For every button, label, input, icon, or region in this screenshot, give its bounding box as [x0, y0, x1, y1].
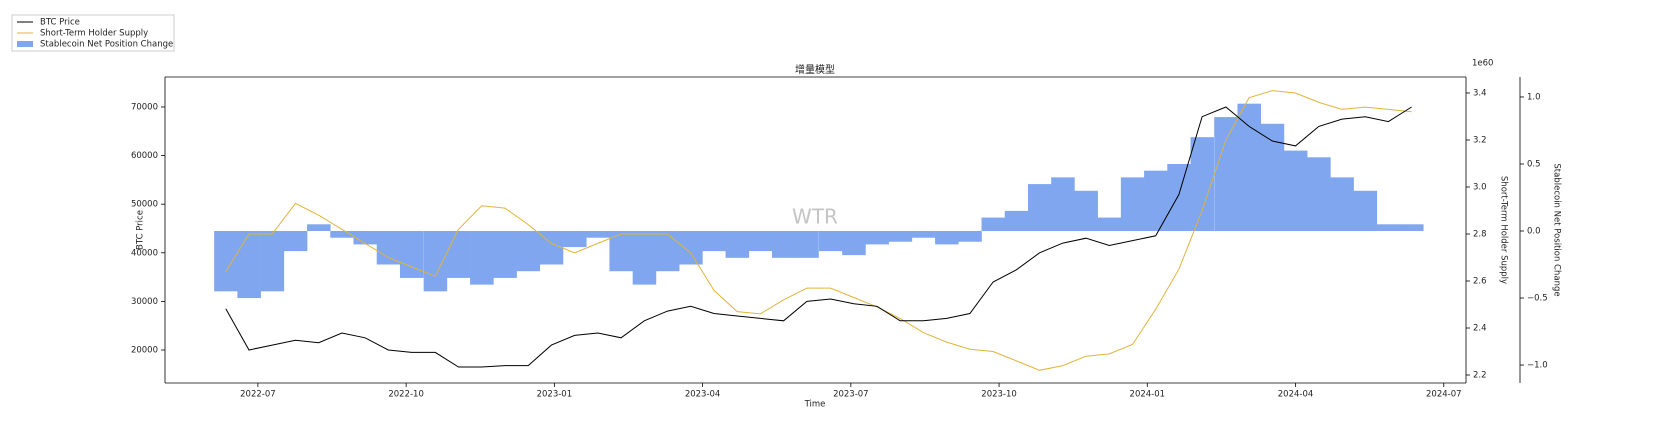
bar [1376, 224, 1401, 232]
legend-label: Short-Term Holder Supply [40, 29, 148, 39]
bar [772, 231, 796, 258]
y-axis-label: BTC Price [136, 210, 146, 250]
bar [725, 231, 750, 258]
bar [679, 231, 703, 265]
x-tick-label: 2023-01 [537, 390, 573, 400]
y2-offset-label: 1e60 [1472, 59, 1493, 69]
bar [1051, 177, 1075, 232]
legend-label: BTC Price [40, 18, 80, 28]
y-tick-label: 40000 [131, 248, 158, 258]
y2-tick-label: 3.4 [1473, 88, 1487, 98]
bar [1400, 224, 1424, 232]
chart-title: 增量模型 [795, 63, 835, 76]
bar [1120, 177, 1145, 232]
bar [1283, 150, 1308, 232]
bar [353, 231, 378, 245]
bar [307, 224, 331, 232]
bar [981, 217, 1006, 232]
y3-tick-label: 0.0 [1527, 227, 1541, 237]
bar [1144, 170, 1168, 232]
bar [214, 231, 238, 292]
bar [935, 231, 959, 245]
bar [423, 231, 448, 292]
y-tick-label: 70000 [131, 102, 158, 112]
bar [237, 231, 261, 299]
bar [539, 231, 564, 265]
bar [470, 231, 494, 285]
bar [1027, 184, 1052, 232]
bar [865, 231, 889, 245]
x-tick-label: 2024-04 [1278, 390, 1314, 400]
bar [609, 231, 633, 272]
y2-tick-label: 3.0 [1473, 182, 1487, 192]
x-tick-label: 2022-10 [388, 390, 424, 400]
bar [911, 231, 936, 238]
bar [748, 231, 773, 252]
bar [376, 231, 401, 265]
y3-tick-label: −1.0 [1527, 361, 1548, 371]
y2-tick-label: 2.2 [1473, 371, 1487, 381]
legend-swatch [17, 41, 33, 47]
bar [1307, 157, 1331, 232]
bar [1097, 217, 1122, 232]
bar [260, 231, 285, 292]
bar [1004, 210, 1029, 232]
y-tick-label: 30000 [131, 297, 158, 307]
x-tick-label: 2024-01 [1130, 390, 1166, 400]
x-tick-label: 2023-04 [685, 390, 721, 400]
bar [1074, 190, 1098, 232]
y2-tick-label: 2.8 [1473, 229, 1487, 239]
bar [655, 231, 680, 272]
x-axis-label: Time [804, 400, 826, 410]
y-tick-label: 20000 [131, 345, 158, 355]
bar [516, 231, 541, 272]
bar [795, 231, 819, 258]
bar [1190, 137, 1215, 232]
bar [818, 231, 843, 252]
bar [958, 231, 982, 242]
y3-axis-label: Stablecoin Net Position Change [1552, 163, 1562, 296]
y3-tick-label: 1.0 [1527, 92, 1541, 102]
bar [632, 231, 657, 285]
x-tick-label: 2023-07 [833, 390, 869, 400]
y3-tick-label: −0.5 [1527, 294, 1548, 304]
bar [399, 231, 424, 278]
bar [563, 231, 587, 248]
bar [586, 231, 610, 238]
line [225, 90, 1412, 371]
bar [702, 231, 726, 252]
bar [1260, 123, 1285, 232]
y2-tick-label: 3.2 [1473, 135, 1487, 145]
bar [493, 231, 517, 278]
bar [446, 231, 471, 278]
y2-tick-label: 2.6 [1473, 277, 1487, 287]
y2-tick-label: 2.4 [1473, 324, 1487, 334]
x-tick-label: 2023-10 [981, 390, 1017, 400]
bar [842, 231, 866, 256]
bar [283, 231, 308, 252]
bar [1214, 117, 1238, 232]
legend-label: Stablecoin Net Position Change [40, 40, 173, 50]
y2-axis-label: Short-Term Holder Supply [1499, 176, 1509, 284]
legend-box [11, 14, 175, 52]
y-tick-label: 50000 [131, 200, 158, 210]
bar [1167, 163, 1191, 232]
y-tick-label: 60000 [131, 151, 158, 161]
bar [1330, 177, 1354, 232]
line [225, 106, 1412, 368]
bar [888, 231, 913, 242]
x-tick-label: 2022-07 [240, 390, 276, 400]
y3-tick-label: 0.5 [1527, 159, 1541, 169]
bar [1353, 190, 1378, 232]
watermark: WTR [792, 205, 838, 229]
bar [330, 231, 354, 238]
bar [1237, 103, 1261, 232]
x-tick-label: 2024-07 [1426, 390, 1462, 400]
